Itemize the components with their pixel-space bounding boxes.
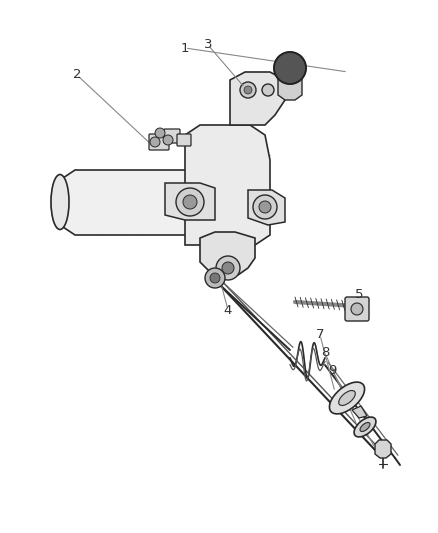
Polygon shape [230,72,285,125]
Ellipse shape [360,423,370,432]
Circle shape [210,273,220,283]
Polygon shape [375,440,391,458]
Circle shape [259,201,271,213]
Text: 9: 9 [328,364,336,376]
Circle shape [176,188,204,216]
Circle shape [183,195,197,209]
Ellipse shape [329,382,364,414]
Circle shape [155,128,165,138]
Circle shape [244,86,252,94]
Polygon shape [248,190,285,225]
Text: 2: 2 [73,69,81,82]
Circle shape [240,82,256,98]
FancyBboxPatch shape [149,134,169,150]
Circle shape [216,256,240,280]
FancyBboxPatch shape [164,129,180,143]
Circle shape [262,84,274,96]
Circle shape [150,137,160,147]
Text: 8: 8 [321,346,329,359]
Circle shape [205,268,225,288]
Circle shape [253,195,277,219]
Polygon shape [60,170,215,235]
Text: 1: 1 [181,42,189,54]
Text: 3: 3 [204,38,212,52]
FancyBboxPatch shape [177,134,191,146]
Circle shape [351,303,363,315]
Circle shape [163,135,173,145]
Polygon shape [185,125,270,245]
Ellipse shape [354,417,376,437]
Circle shape [222,262,234,274]
Polygon shape [200,232,255,278]
Circle shape [274,52,306,84]
Text: 7: 7 [316,328,324,342]
Text: 5: 5 [355,288,363,302]
Ellipse shape [339,391,355,406]
Text: 4: 4 [224,303,232,317]
Polygon shape [278,68,302,100]
Ellipse shape [51,174,69,230]
Polygon shape [352,406,367,418]
FancyBboxPatch shape [345,297,369,321]
Polygon shape [165,183,215,220]
